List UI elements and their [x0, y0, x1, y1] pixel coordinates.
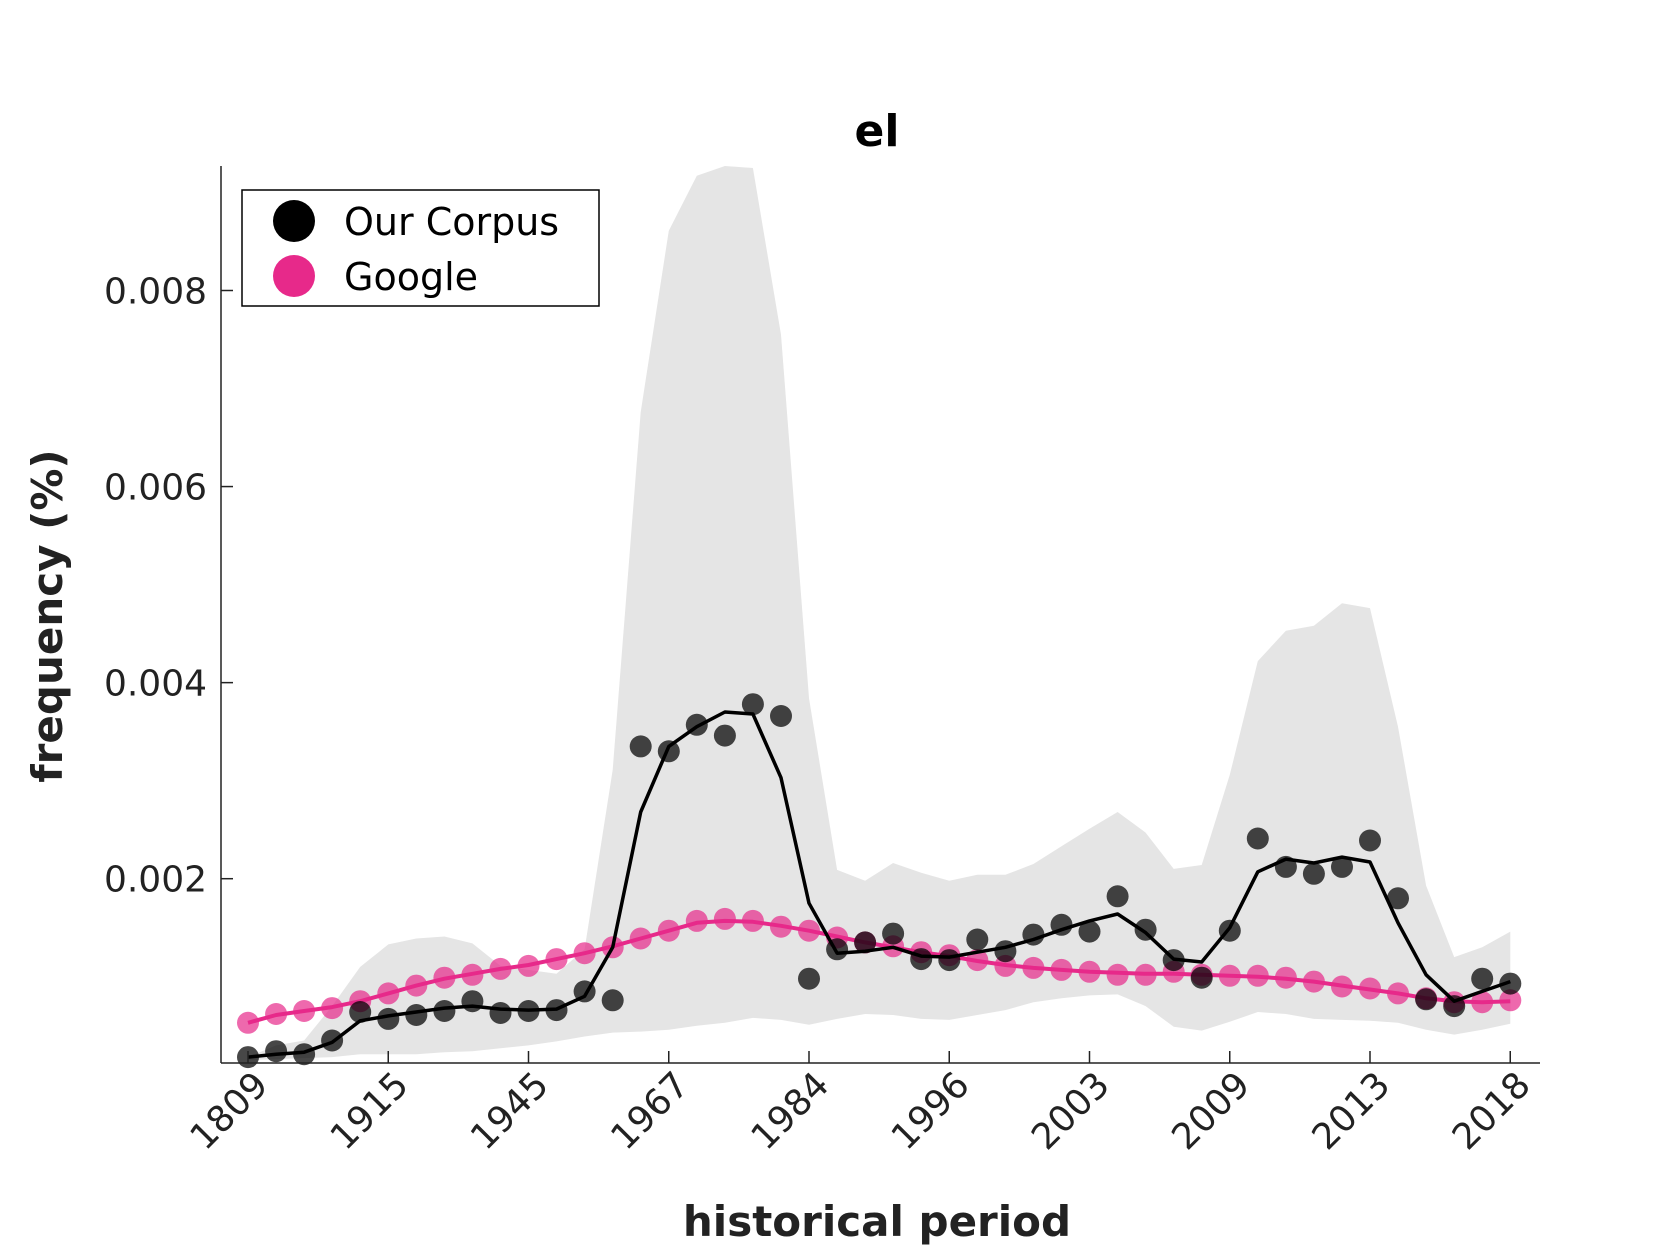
our-corpus-point	[966, 928, 989, 951]
google-point	[798, 919, 820, 942]
legend: Our Corpus Google	[241, 189, 600, 307]
our-corpus-point	[1499, 972, 1522, 995]
google-point	[545, 948, 568, 971]
google-point	[321, 997, 344, 1020]
our-corpus-point	[405, 1004, 428, 1026]
our-corpus-point	[265, 1040, 288, 1063]
google-point	[237, 1011, 259, 1034]
google-point	[1499, 989, 1522, 1012]
chart-title: el	[855, 106, 900, 157]
google-point	[1218, 964, 1241, 987]
our-corpus-point	[349, 1001, 372, 1023]
our-corpus-point	[1246, 827, 1269, 850]
y-tick-label: 0.008	[104, 272, 207, 313]
google-point	[573, 942, 596, 965]
our-corpus-point	[489, 1002, 512, 1024]
our-corpus-point	[741, 693, 764, 716]
google-point	[517, 954, 540, 977]
our-corpus-point	[938, 949, 961, 972]
google-point	[461, 963, 484, 986]
our-corpus-point	[1359, 829, 1381, 852]
google-point	[1134, 963, 1157, 986]
google-point	[1078, 960, 1101, 983]
y-tick-label: 0.004	[104, 664, 207, 705]
our-corpus-point	[601, 989, 624, 1012]
google-point	[685, 909, 708, 932]
google-point	[265, 1003, 288, 1025]
google-point	[1359, 977, 1381, 1000]
our-corpus-point	[1106, 885, 1129, 908]
our-corpus-point	[461, 990, 484, 1013]
google-point	[1106, 963, 1129, 986]
google-point	[629, 927, 652, 950]
google-point	[1331, 975, 1353, 998]
legend-label-our-corpus: Our Corpus	[344, 200, 559, 244]
y-axis-label: frequency (%)	[23, 449, 72, 782]
legend-marker-our-corpus	[273, 200, 315, 242]
series-layer	[237, 693, 1522, 1069]
google-point	[1246, 964, 1269, 987]
our-corpus-point	[713, 724, 736, 747]
our-corpus-trend-line	[247, 710, 1511, 1059]
google-point	[1302, 970, 1325, 993]
our-corpus-point	[854, 931, 877, 954]
our-corpus-confidence-band	[248, 166, 1511, 1061]
our-corpus-point	[1471, 967, 1494, 990]
google-point	[1274, 966, 1297, 989]
y-tick-label: 0.002	[104, 860, 207, 901]
confidence-band-layer	[248, 166, 1511, 1061]
google-point	[489, 957, 512, 980]
google-point	[1022, 956, 1045, 979]
google-point	[657, 919, 680, 942]
google-point	[713, 907, 736, 930]
google-point	[293, 1000, 316, 1022]
google-point	[405, 974, 428, 997]
google-point	[770, 915, 792, 938]
our-corpus-point	[1302, 862, 1325, 885]
x-axis-label: historical period	[683, 1197, 1071, 1246]
legend-label-google: Google	[344, 255, 478, 299]
our-corpus-point	[1331, 855, 1353, 878]
our-corpus-point	[1415, 988, 1438, 1011]
google-point	[433, 966, 456, 989]
google-point	[1387, 982, 1409, 1005]
google-point	[1471, 991, 1494, 1014]
google-point	[377, 982, 400, 1005]
google-point	[741, 909, 764, 932]
y-tick-label: 0.006	[104, 468, 207, 509]
our-corpus-point	[1190, 966, 1213, 989]
our-corpus-point	[882, 922, 905, 945]
our-corpus-point	[1078, 920, 1101, 943]
our-corpus-point	[910, 948, 933, 971]
google-point	[1050, 958, 1073, 981]
our-corpus-point	[657, 740, 680, 763]
our-corpus-point	[770, 705, 792, 727]
our-corpus-point	[1387, 887, 1409, 910]
our-corpus-point	[629, 735, 652, 758]
our-corpus-point	[798, 967, 820, 990]
our-corpus-point	[1134, 918, 1157, 941]
our-corpus-point	[433, 1000, 456, 1022]
google-trend-line	[247, 918, 1511, 1025]
legend-marker-google	[273, 255, 315, 297]
